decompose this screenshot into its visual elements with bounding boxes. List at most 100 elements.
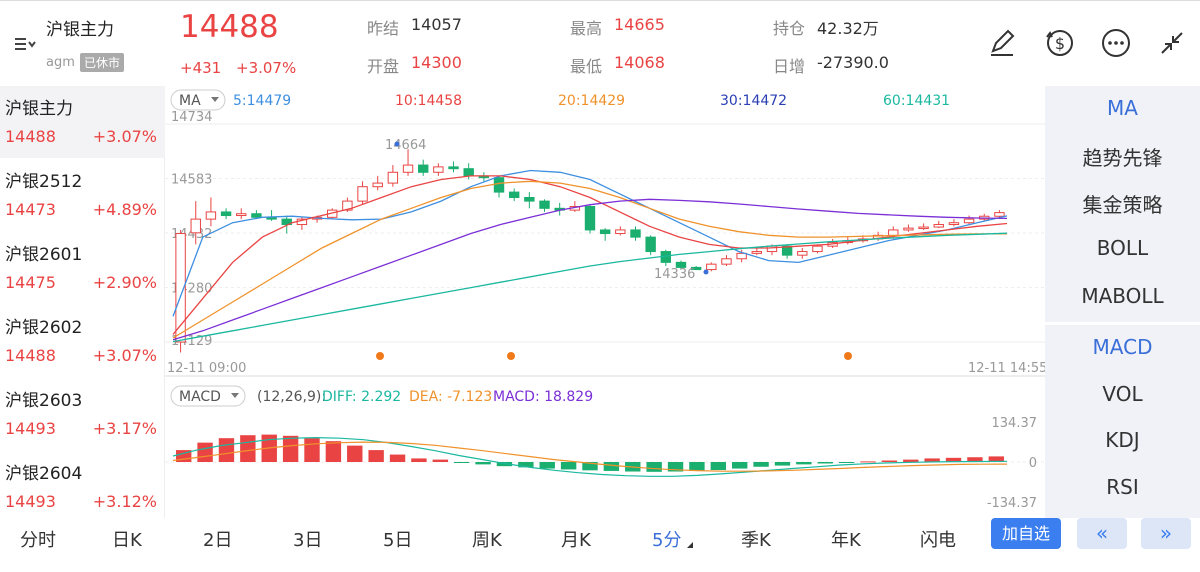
macd-bar (218, 438, 235, 462)
list-item[interactable]: 沪银2603 14493 +3.17% (0, 378, 165, 450)
macd-bar (560, 462, 577, 470)
macd-bar (432, 459, 449, 462)
price-grid (165, 123, 1045, 377)
daily-increase-label: 日增 (773, 57, 806, 76)
tab-weekly-k[interactable]: 周K (472, 530, 502, 551)
list-item-name: 沪银2604 (5, 464, 83, 484)
open-label: 开盘 (367, 57, 400, 76)
event-dot[interactable] (844, 352, 852, 360)
collapse-icon[interactable] (12, 31, 38, 57)
draw-icon[interactable] (985, 25, 1021, 61)
candle-body (342, 200, 353, 211)
macd-bar (689, 462, 705, 471)
indicator-boll[interactable]: BOLL (1096, 236, 1149, 260)
macd-dropdown-icon[interactable] (231, 393, 239, 398)
candle-body (645, 236, 656, 253)
ma20-line (172, 180, 1007, 339)
candle-body (539, 200, 550, 209)
macd-diff-line (172, 436, 1008, 477)
more-icon[interactable] (1098, 25, 1134, 61)
macd-bar (988, 456, 1005, 462)
tab-5min[interactable]: 5分 (652, 530, 682, 551)
indicator-vol[interactable]: VOL (1102, 382, 1143, 406)
high-label: 最高 (570, 19, 603, 38)
tab-yearly-k[interactable]: 年K (831, 530, 861, 551)
candle-body (584, 206, 596, 231)
macd-bar (325, 441, 342, 462)
macd-bar (304, 438, 320, 462)
indicator-trend[interactable]: 趋势先锋 (1082, 146, 1163, 170)
macd-bar (475, 462, 491, 465)
currency-icon[interactable]: $ (1042, 25, 1078, 61)
candle-body (220, 211, 232, 217)
kline-chart-area[interactable]: MA 5:14479 10:14458 20:14429 30:14472 60… (165, 86, 1047, 518)
list-item[interactable]: 沪银2602 14488 +3.07% (0, 305, 165, 377)
chart-svg[interactable]: MA 5:14479 10:14458 20:14429 30:14472 60… (165, 86, 1047, 518)
ma-selector-pill[interactable] (170, 89, 226, 111)
tab-lightning[interactable]: 闪电 (920, 530, 956, 551)
macd-bar (903, 459, 919, 462)
ma-selector[interactable]: MA (179, 93, 201, 109)
daily-increase-value: -27390.0 (817, 53, 889, 72)
period-tabbar: 分时 日K 2日 3日 5日 周K 月K 5分 季K 年K 闪电 (0, 518, 1200, 572)
tab-quarter-k[interactable]: 季K (741, 530, 771, 551)
candle-body (387, 171, 399, 184)
prev-button[interactable]: « (1077, 518, 1127, 549)
indicator-rsi[interactable]: RSI (1106, 475, 1139, 499)
candle-body (933, 224, 944, 228)
macd-dea-line (172, 441, 1008, 472)
tab-monthly-k[interactable]: 月K (561, 530, 591, 551)
candle-body (251, 213, 262, 218)
candle-body (493, 177, 505, 193)
macd-bar (860, 461, 876, 463)
ma-dropdown-icon[interactable] (211, 97, 219, 102)
indicator-kdj[interactable]: KDJ (1105, 428, 1140, 452)
event-dot[interactable] (376, 352, 384, 360)
list-item-change: +3.12% (92, 492, 157, 511)
ma10-label: 10:14458 (395, 93, 462, 109)
ma-lines (172, 169, 1008, 343)
event-dot[interactable] (507, 352, 515, 360)
macd-bar (838, 462, 855, 463)
macd-bar (710, 462, 727, 471)
list-item[interactable]: 沪银2601 14475 +2.90% (0, 232, 165, 304)
prev-close-label: 昨结 (367, 19, 400, 38)
open-interest-value: 42.32万 (817, 19, 879, 38)
candle-body (903, 227, 914, 231)
tab-timeshare[interactable]: 分时 (20, 530, 56, 551)
list-item[interactable]: 沪银2512 14473 +4.89% (0, 159, 165, 231)
next-button[interactable]: » (1141, 518, 1191, 549)
macd-selector[interactable]: MACD (179, 389, 221, 405)
candle-body (236, 213, 247, 217)
instrument-name: 沪银主力 (46, 20, 114, 40)
list-item[interactable]: 沪银主力 14488 +3.07% (0, 86, 165, 158)
macd-params: (12,26,9): (257, 389, 326, 405)
add-watchlist-button[interactable]: 加自选 (991, 518, 1061, 549)
macd-bar (347, 445, 363, 462)
macd-bar (967, 457, 983, 462)
list-item[interactable]: 沪银2604 14493 +3.12% (0, 451, 165, 523)
high-marker: 14664 (385, 138, 426, 153)
indicator-ma[interactable]: MA (1107, 96, 1138, 120)
shrink-icon[interactable] (1154, 25, 1190, 61)
candle-body (751, 251, 763, 254)
tab-3day[interactable]: 3日 (293, 530, 323, 551)
indicator-maboll[interactable]: MABOLL (1081, 284, 1164, 308)
macd-bar (731, 462, 748, 469)
instrument-code: agm (46, 55, 75, 70)
y-tick-label: 14583 (171, 173, 212, 188)
tab-5min-dropdown-icon[interactable] (687, 542, 693, 548)
macd-selector-pill[interactable] (170, 385, 246, 407)
tab-5day[interactable]: 5日 (383, 530, 413, 551)
list-item-price: 14473 (5, 200, 56, 219)
indicator-macd[interactable]: MACD (1092, 335, 1153, 359)
macd-bar (197, 442, 213, 462)
candle-body (402, 164, 414, 173)
candle-body (888, 229, 899, 236)
indicator-strategy[interactable]: 集金策略 (1082, 193, 1163, 217)
candle-body (781, 245, 793, 256)
ma10-line (172, 175, 1008, 335)
macd-value-label: MACD: 18.829 (493, 389, 593, 405)
tab-daily-k[interactable]: 日K (112, 530, 142, 551)
tab-2day[interactable]: 2日 (203, 530, 233, 551)
